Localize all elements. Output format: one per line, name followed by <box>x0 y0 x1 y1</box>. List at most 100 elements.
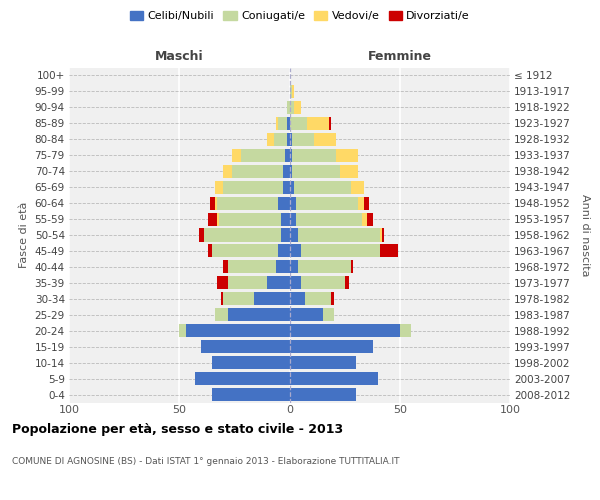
Bar <box>212 356 290 369</box>
Bar <box>290 324 400 338</box>
Bar <box>217 196 278 209</box>
Bar <box>194 372 290 385</box>
Bar <box>203 228 281 241</box>
Bar <box>219 212 281 226</box>
Bar <box>274 132 287 146</box>
Bar <box>292 164 340 177</box>
Bar <box>382 228 385 241</box>
Bar <box>344 276 349 289</box>
Bar <box>351 260 353 274</box>
Bar <box>290 276 301 289</box>
Bar <box>223 292 254 306</box>
Bar <box>400 324 411 338</box>
Bar <box>199 228 203 241</box>
Bar <box>294 101 301 114</box>
Bar <box>215 180 223 194</box>
Bar <box>278 196 290 209</box>
Bar <box>281 212 290 226</box>
Bar <box>290 372 378 385</box>
Legend: Celibi/Nubili, Coniugati/e, Vedovi/e, Divorziati/e: Celibi/Nubili, Coniugati/e, Vedovi/e, Di… <box>125 6 475 26</box>
Bar <box>292 148 336 162</box>
Bar <box>223 180 283 194</box>
Bar <box>208 212 217 226</box>
Bar <box>298 228 380 241</box>
Bar <box>228 308 290 322</box>
Bar <box>298 260 351 274</box>
Bar <box>283 180 290 194</box>
Bar <box>210 196 215 209</box>
Bar <box>367 212 373 226</box>
Bar <box>290 356 356 369</box>
Bar <box>358 196 364 209</box>
Bar <box>323 308 334 322</box>
Bar <box>208 244 212 258</box>
Bar <box>221 292 223 306</box>
Bar <box>217 212 219 226</box>
Bar <box>215 196 217 209</box>
Bar <box>290 148 292 162</box>
Bar <box>362 212 367 226</box>
Bar <box>351 180 364 194</box>
Bar <box>336 148 358 162</box>
Bar <box>290 132 292 146</box>
Bar <box>254 292 290 306</box>
Bar <box>212 244 278 258</box>
Bar <box>307 117 329 130</box>
Y-axis label: Fasce di età: Fasce di età <box>19 202 29 268</box>
Bar <box>283 164 290 177</box>
Bar <box>290 388 356 401</box>
Bar <box>290 196 296 209</box>
Bar <box>290 164 292 177</box>
Bar <box>331 292 334 306</box>
Bar <box>268 276 290 289</box>
Text: Femmine: Femmine <box>368 50 432 62</box>
Bar <box>278 244 290 258</box>
Bar <box>290 101 294 114</box>
Bar <box>287 101 290 114</box>
Bar <box>232 148 241 162</box>
Bar <box>290 212 296 226</box>
Bar <box>380 244 398 258</box>
Bar <box>290 85 292 98</box>
Bar <box>186 324 290 338</box>
Bar <box>202 340 290 353</box>
Bar <box>215 308 228 322</box>
Text: COMUNE DI AGNOSINE (BS) - Dati ISTAT 1° gennaio 2013 - Elaborazione TUTTITALIA.I: COMUNE DI AGNOSINE (BS) - Dati ISTAT 1° … <box>12 458 400 466</box>
Bar <box>223 260 228 274</box>
Bar <box>290 340 373 353</box>
Bar <box>301 244 380 258</box>
Bar <box>285 148 290 162</box>
Bar <box>340 164 358 177</box>
Bar <box>281 228 290 241</box>
Bar <box>278 117 287 130</box>
Bar <box>290 308 323 322</box>
Bar <box>290 244 301 258</box>
Bar <box>314 132 336 146</box>
Bar <box>276 117 278 130</box>
Bar <box>228 260 276 274</box>
Bar <box>241 148 285 162</box>
Bar <box>290 117 307 130</box>
Bar <box>287 117 290 130</box>
Bar <box>364 196 369 209</box>
Bar <box>290 260 298 274</box>
Bar <box>305 292 331 306</box>
Bar <box>294 180 351 194</box>
Bar <box>287 132 290 146</box>
Bar <box>329 117 331 130</box>
Bar <box>290 292 305 306</box>
Y-axis label: Anni di nascita: Anni di nascita <box>580 194 590 276</box>
Bar <box>292 85 294 98</box>
Bar <box>268 132 274 146</box>
Text: Maschi: Maschi <box>155 50 203 62</box>
Bar <box>212 388 290 401</box>
Bar <box>228 276 268 289</box>
Bar <box>217 276 228 289</box>
Bar <box>292 132 314 146</box>
Bar <box>276 260 290 274</box>
Bar <box>296 212 362 226</box>
Text: Popolazione per età, sesso e stato civile - 2013: Popolazione per età, sesso e stato civil… <box>12 422 343 436</box>
Bar <box>301 276 344 289</box>
Bar <box>232 164 283 177</box>
Bar <box>179 324 186 338</box>
